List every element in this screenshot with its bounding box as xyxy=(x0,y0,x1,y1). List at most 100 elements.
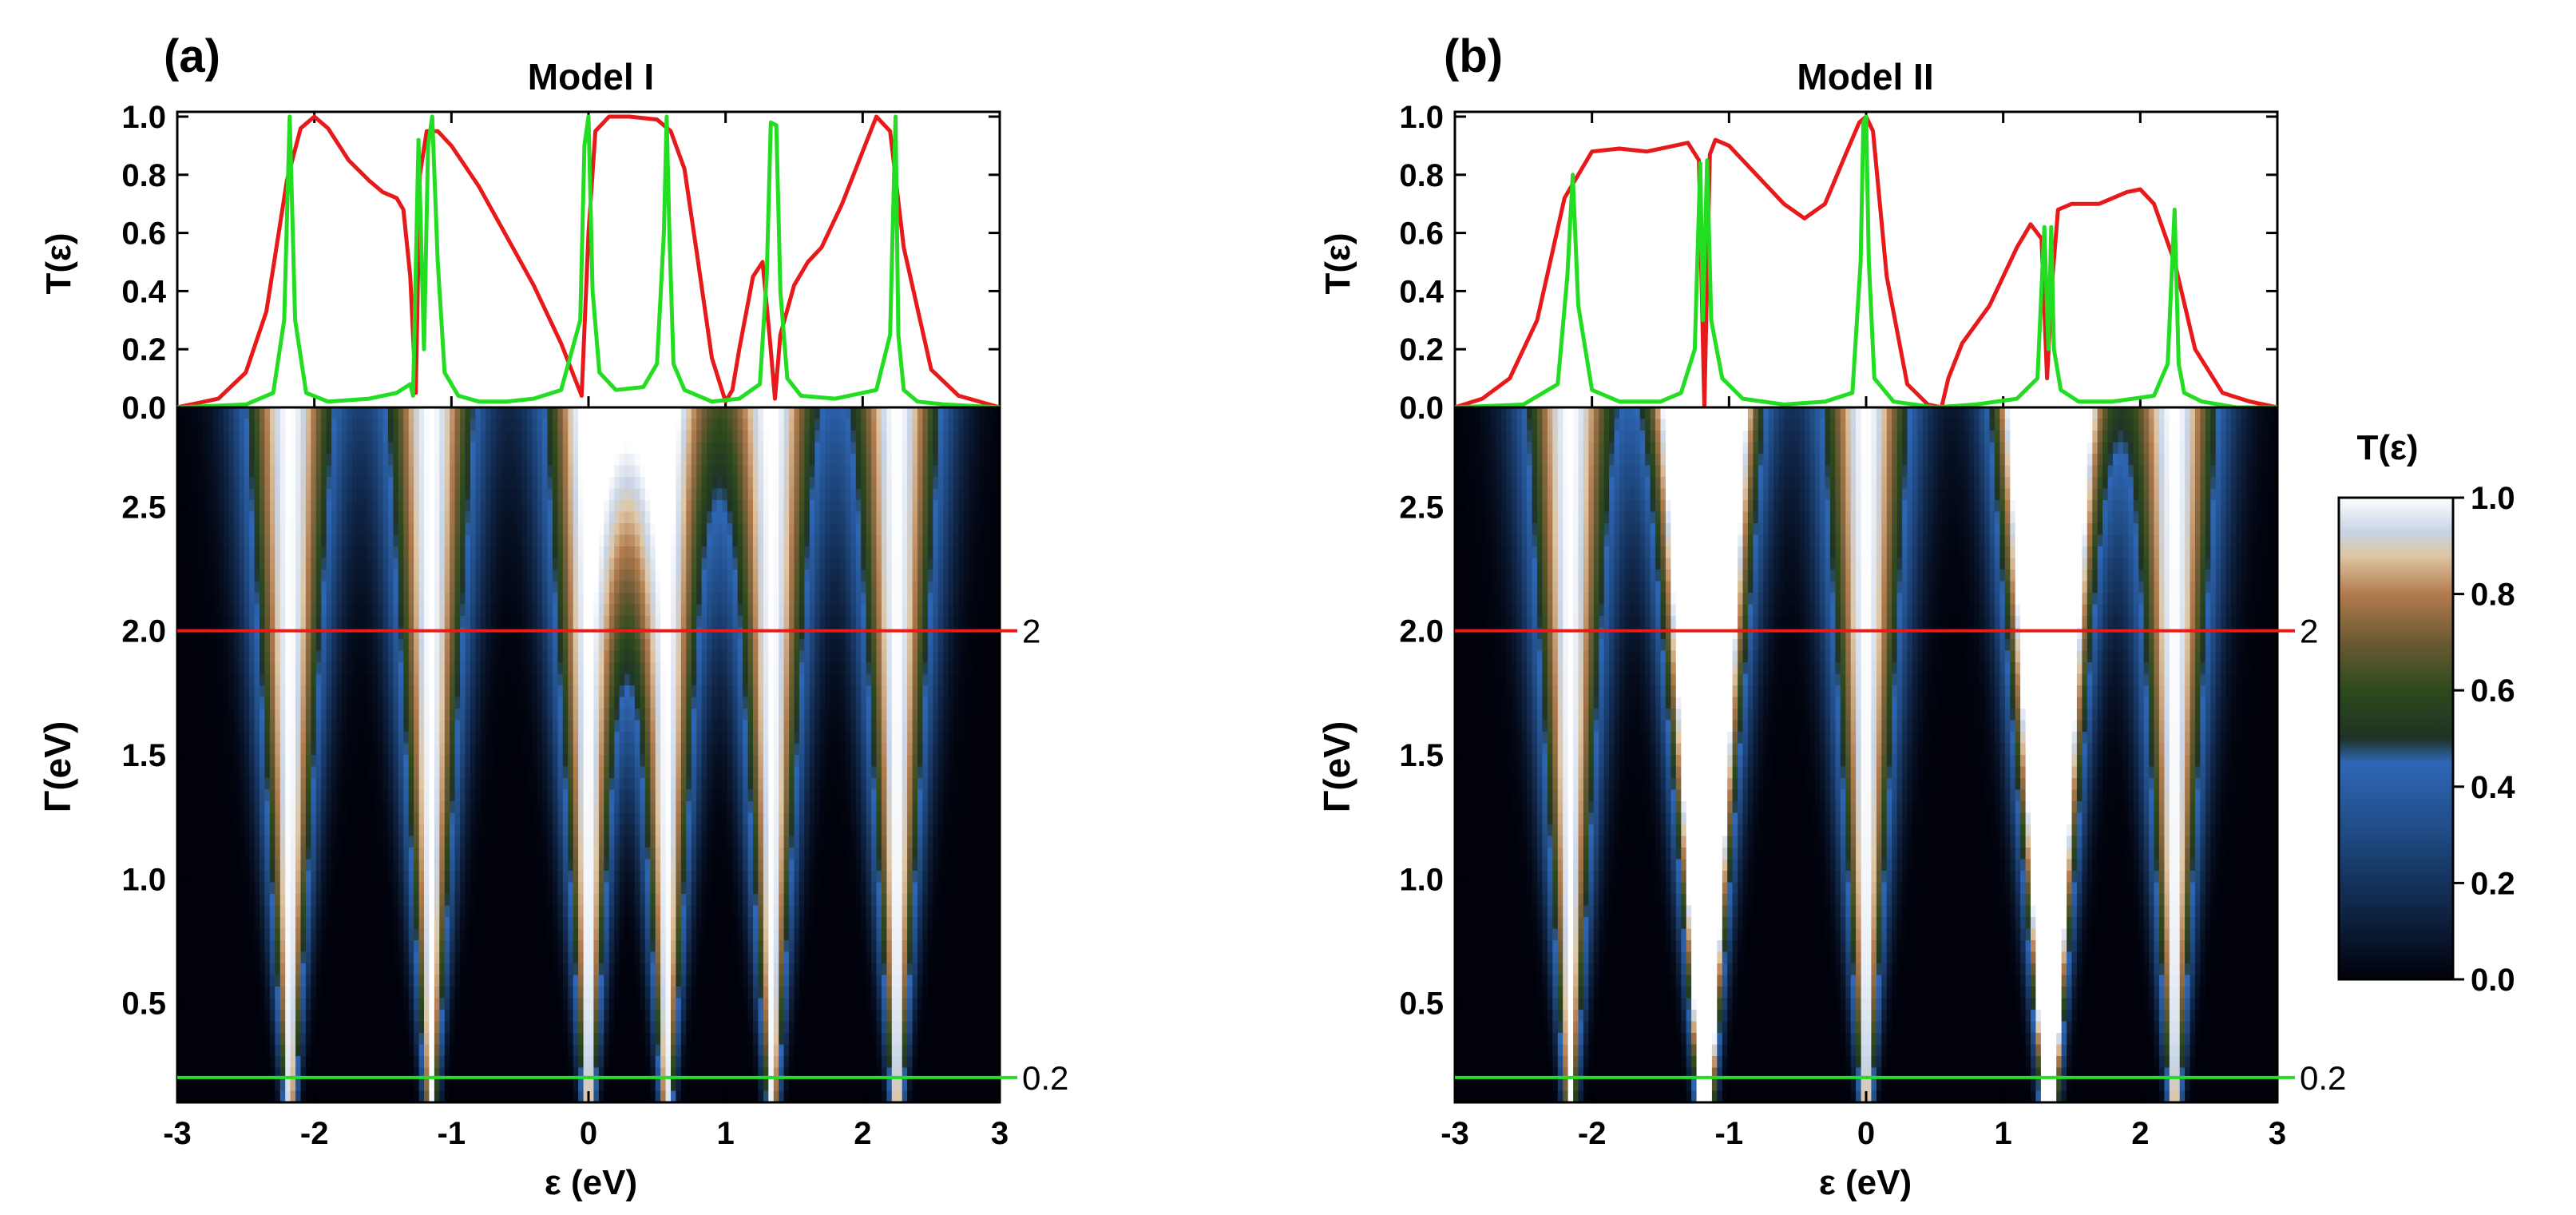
heatmap-cell xyxy=(285,743,291,756)
heatmap-cell xyxy=(835,593,841,606)
heatmap-cell xyxy=(722,454,728,467)
heatmap-cell xyxy=(506,454,512,467)
heatmap-cell xyxy=(779,593,785,606)
heatmap-cell xyxy=(902,627,908,640)
heatmap-cell xyxy=(953,558,960,570)
heatmap-cell xyxy=(948,511,954,524)
heatmap-cell xyxy=(187,511,193,524)
heatmap-cell xyxy=(598,604,604,617)
heatmap-cell xyxy=(300,732,307,744)
heatmap-cell xyxy=(897,407,903,420)
heatmap-cell xyxy=(619,442,625,455)
heatmap-cell xyxy=(197,431,204,443)
heatmap-cell xyxy=(671,500,676,513)
heatmap-cell xyxy=(840,639,846,652)
heatmap-cell xyxy=(876,639,882,652)
heatmap-cell xyxy=(454,442,461,455)
heatmap-cell xyxy=(583,685,589,698)
heatmap-cell xyxy=(197,650,204,663)
heatmap-cell xyxy=(367,477,374,490)
heatmap-cell xyxy=(429,431,435,443)
heatmap-cell xyxy=(398,534,404,547)
heatmap-cell xyxy=(722,419,728,431)
heatmap-cell xyxy=(285,419,291,431)
heatmap-cell xyxy=(475,570,482,582)
heatmap-cell xyxy=(573,488,579,501)
heatmap-cell xyxy=(260,604,265,617)
heatmap-cell xyxy=(589,558,594,570)
heatmap-cell xyxy=(424,442,430,455)
heatmap-cell xyxy=(290,477,296,490)
heatmap-cell xyxy=(300,662,307,675)
heatmap-cell xyxy=(743,465,749,478)
heatmap-cell xyxy=(861,511,867,524)
heatmap-cell xyxy=(866,732,872,744)
heatmap-cell xyxy=(418,581,425,594)
heatmap-cell xyxy=(526,407,533,420)
heatmap-cell xyxy=(506,523,512,536)
heatmap-cell xyxy=(634,534,640,547)
heatmap-cell xyxy=(953,465,960,478)
heatmap-cell xyxy=(629,500,636,513)
heatmap-cell xyxy=(177,685,183,698)
heatmap-cell xyxy=(387,627,394,640)
heatmap-cell xyxy=(326,697,332,709)
heatmap-cell xyxy=(342,616,347,629)
heatmap-cell xyxy=(182,546,188,559)
heatmap-cell xyxy=(629,662,636,675)
heatmap-cell xyxy=(665,534,672,547)
heatmap-cell xyxy=(814,500,821,513)
heatmap-cell xyxy=(593,616,600,629)
heatmap-cell xyxy=(177,581,183,594)
heatmap-cell xyxy=(342,407,347,420)
heatmap-cell xyxy=(948,407,954,420)
heatmap-cell xyxy=(876,662,882,675)
heatmap-cell xyxy=(521,616,528,629)
heatmap-cell xyxy=(665,465,672,478)
heatmap-cell xyxy=(573,720,579,733)
heatmap-cell xyxy=(845,465,851,478)
heatmap-cell xyxy=(680,720,687,733)
heatmap-cell xyxy=(747,673,754,686)
heatmap-cell xyxy=(506,500,512,513)
heatmap-cell xyxy=(583,662,589,675)
heatmap-cell xyxy=(644,477,651,490)
heatmap-cell xyxy=(336,604,343,617)
heatmap-cell xyxy=(490,650,497,663)
heatmap-cell xyxy=(943,755,949,768)
heatmap-cell xyxy=(547,546,553,559)
heatmap-cell xyxy=(444,616,450,629)
heatmap-cell xyxy=(542,732,549,744)
heatmap-cell xyxy=(634,697,640,709)
heatmap-cell xyxy=(984,673,990,686)
heatmap-cell xyxy=(701,650,707,663)
heatmap-cell xyxy=(208,697,214,709)
heatmap-cell xyxy=(218,639,224,652)
heatmap-cell xyxy=(804,639,810,652)
heatmap-cell xyxy=(917,673,923,686)
heatmap-cell xyxy=(953,581,960,594)
heatmap-cell xyxy=(948,442,954,455)
heatmap-cell xyxy=(855,477,862,490)
heatmap-cell xyxy=(228,488,235,501)
heatmap-cell xyxy=(768,477,775,490)
heatmap-cell xyxy=(208,709,214,721)
heatmap-cell xyxy=(511,650,517,663)
heatmap-cell xyxy=(768,650,775,663)
heatmap-cell xyxy=(547,465,553,478)
heatmap-cell xyxy=(953,407,960,420)
heatmap-cell xyxy=(614,431,620,443)
heatmap-cell xyxy=(342,488,347,501)
heatmap-cell xyxy=(542,662,549,675)
heatmap-cell xyxy=(305,477,311,490)
heatmap-cell xyxy=(203,500,209,513)
heatmap-cell xyxy=(680,454,687,467)
heatmap-cell xyxy=(398,685,404,698)
heatmap-cell xyxy=(789,546,795,559)
heatmap-cell xyxy=(660,755,667,768)
heatmap-cell xyxy=(680,488,687,501)
heatmap-cell xyxy=(722,604,728,617)
heatmap-cell xyxy=(707,431,713,443)
heatmap-cell xyxy=(450,685,456,698)
heatmap-cell xyxy=(547,477,553,490)
